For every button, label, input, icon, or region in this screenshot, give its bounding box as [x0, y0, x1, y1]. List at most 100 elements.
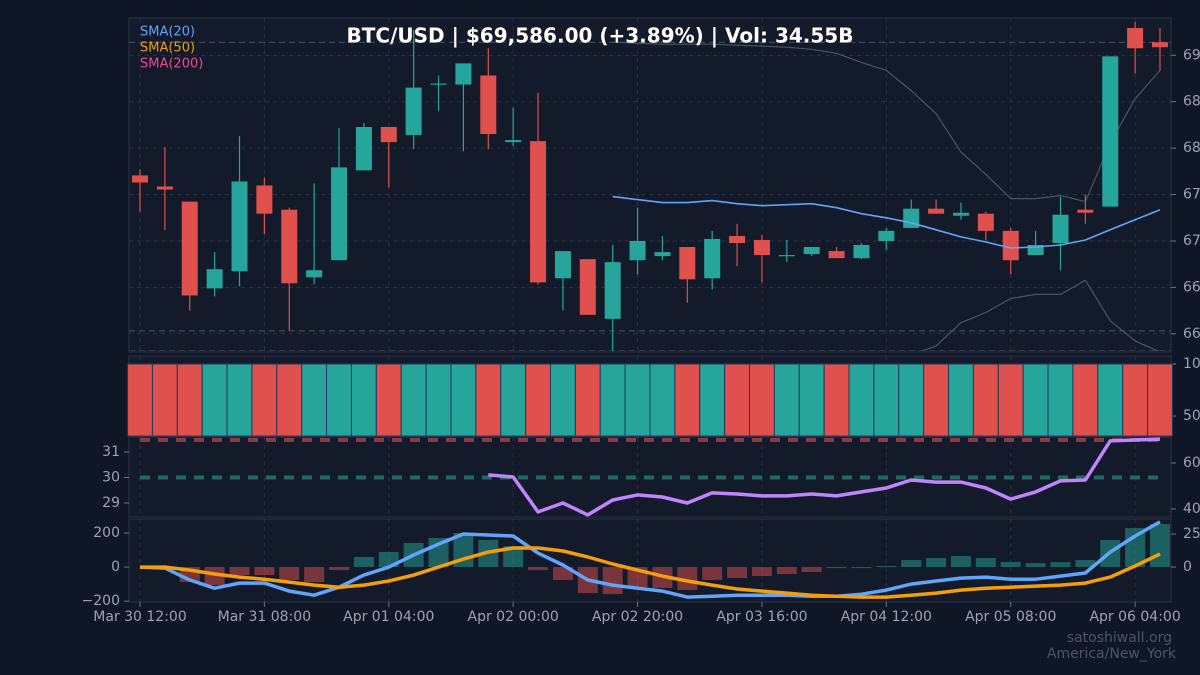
candle-body: [231, 181, 248, 272]
histogram-bar: [1000, 562, 1021, 568]
y-tick-label: 67,000: [1183, 233, 1200, 249]
histogram-bar: [329, 567, 350, 571]
x-tick-label: Apr 05 08:00: [965, 609, 1056, 625]
price-panel: [128, 17, 1172, 353]
histogram-bar: [602, 567, 623, 595]
legend-entry: SMA(200): [140, 57, 203, 72]
candle-body: [828, 251, 845, 259]
volume-bar: [798, 363, 825, 437]
volume-bar: [127, 363, 153, 437]
candle-body: [331, 167, 348, 261]
x-tick-label: Apr 06 04:00: [1089, 609, 1180, 625]
watermark: America/New_York: [1047, 646, 1177, 662]
y-tick-label: 66,000: [1183, 326, 1200, 342]
histogram-bar: [279, 567, 300, 580]
volume-bar: [201, 363, 228, 437]
y-tick-label: 68,500: [1183, 94, 1200, 110]
band-line: [920, 279, 1160, 351]
volume-bar: [823, 363, 850, 437]
candle-body: [753, 239, 770, 256]
volume-bar: [375, 363, 402, 437]
candle-body: [405, 87, 422, 136]
candle-body: [380, 126, 397, 143]
candle-body: [704, 238, 721, 279]
volume-bar: [276, 363, 303, 437]
volume-bar: [1072, 363, 1099, 437]
candle-body: [206, 269, 223, 289]
y-tick-label: 0: [1183, 559, 1192, 575]
candle-body: [430, 83, 447, 85]
candle-body: [579, 259, 596, 315]
histogram-bar: [901, 560, 922, 568]
candle-body: [554, 251, 571, 279]
candle-body: [903, 208, 920, 228]
volume-bar: [649, 363, 676, 437]
y-tick-label: 29: [102, 495, 120, 511]
candle-body: [181, 201, 198, 296]
volume-bar: [500, 363, 527, 437]
x-tick-label: Mar 31 08:00: [218, 609, 311, 625]
macd-line: [139, 520, 1161, 599]
volume-bar: [151, 363, 178, 437]
y-tick-label: 500: [1183, 408, 1200, 424]
x-tick-label: Apr 02 00:00: [468, 609, 559, 625]
histogram-bar: [1075, 560, 1096, 568]
histogram-bar: [926, 558, 947, 568]
histogram-bar: [801, 567, 822, 573]
candle-body: [629, 240, 646, 261]
y-tick-label: 67,500: [1183, 187, 1200, 203]
candle-body: [977, 213, 994, 231]
candle-body: [306, 270, 323, 278]
volume-bar: [450, 363, 477, 437]
x-tick-label: Mar 30 12:00: [93, 609, 186, 625]
histogram-bar: [1149, 524, 1170, 568]
candle-body: [604, 262, 621, 319]
x-tick-label: Apr 01 04:00: [343, 609, 434, 625]
volume-bar: [475, 363, 502, 437]
histogram-bar: [503, 546, 524, 568]
candle-body: [132, 175, 148, 183]
y-tick-label: 200: [93, 525, 120, 541]
volume-bar: [326, 363, 352, 437]
chart-title: BTC/USD | $69,586.00 (+3.89%) | Vol: 34.…: [347, 24, 854, 48]
volume-bar: [674, 363, 701, 437]
volume-bar: [599, 363, 626, 437]
x-tick-label: Apr 02 20:00: [592, 609, 683, 625]
candle-body: [355, 126, 372, 171]
volume-bar: [1022, 363, 1049, 437]
volume-bar: [1147, 363, 1173, 437]
volume-bar: [624, 363, 651, 437]
candle-body: [505, 140, 522, 143]
volume-bar: [848, 363, 875, 437]
y-tick-label: 60: [1183, 455, 1200, 471]
volume-bar: [425, 363, 452, 437]
histogram-bar: [304, 567, 325, 583]
candle-body: [1102, 56, 1119, 207]
volume-bar: [948, 363, 974, 437]
candle-body: [803, 247, 820, 255]
candle-body: [281, 209, 298, 284]
histogram-bar: [975, 558, 996, 568]
legend-entry: SMA(50): [140, 41, 195, 56]
histogram-bar: [826, 567, 847, 569]
histogram-bar: [950, 556, 971, 568]
volume-bar: [923, 363, 950, 437]
y-tick-label: 69,000: [1183, 47, 1200, 63]
candle-body: [878, 230, 895, 241]
y-tick-label: 40: [1183, 501, 1200, 517]
volume-bar: [1122, 363, 1149, 437]
candle-body: [156, 186, 173, 190]
rsi-line: [488, 437, 1161, 517]
y-tick-label: 0: [111, 559, 120, 575]
candle-body: [1127, 28, 1144, 49]
x-tick-label: Apr 03 16:00: [716, 609, 807, 625]
candle-body: [654, 252, 671, 257]
candle-body: [778, 255, 795, 257]
candle-body: [729, 235, 746, 244]
watermark: satoshiwall.org: [1067, 630, 1172, 646]
histogram-bar: [677, 567, 698, 590]
volume-bar: [525, 363, 551, 437]
histogram-bar: [528, 567, 549, 571]
candle-body: [853, 244, 870, 259]
volume-bar: [400, 363, 427, 437]
